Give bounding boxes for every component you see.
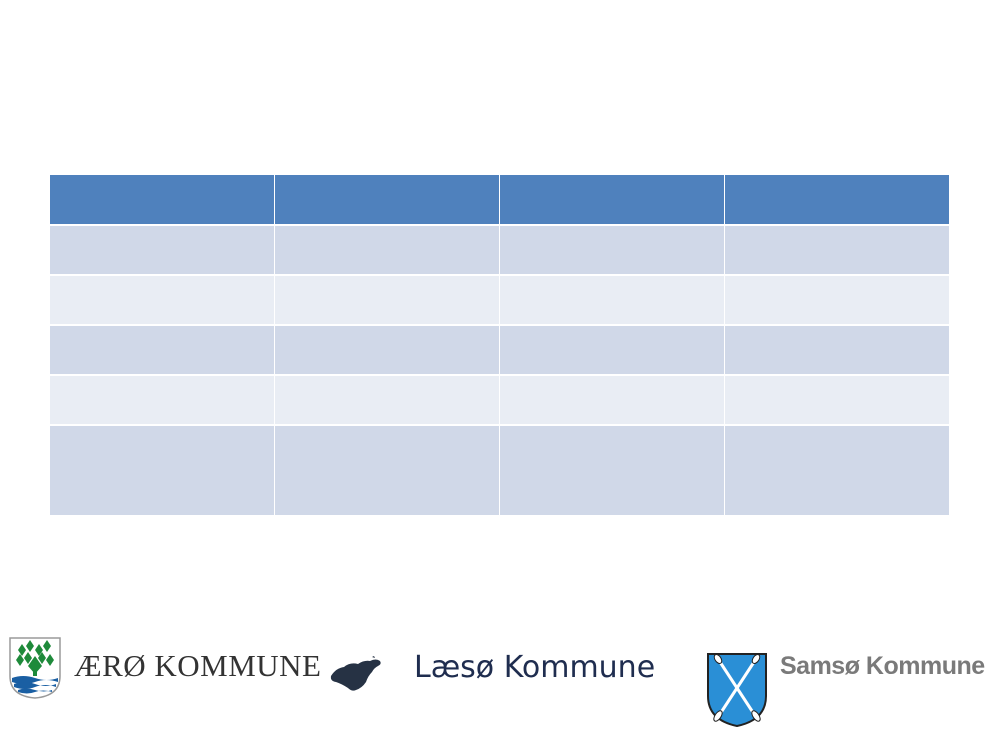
- samso-shield-icon: [706, 652, 768, 728]
- table-cell: [500, 426, 724, 515]
- table-header-cell: [50, 175, 274, 224]
- laeso-island-icon: [328, 654, 384, 694]
- table-cell: [275, 426, 499, 515]
- table-cell: [275, 276, 499, 324]
- table-header-cell: [725, 175, 949, 224]
- table-cell: [275, 326, 499, 374]
- table-cell: [500, 376, 724, 424]
- table-header-cell: [275, 175, 499, 224]
- table-cell: [500, 326, 724, 374]
- table-cell: [275, 226, 499, 274]
- table-cell: [725, 376, 949, 424]
- table-cell: [725, 226, 949, 274]
- samso-logo-text: Samsø Kommune: [780, 652, 985, 680]
- table-cell: [50, 376, 274, 424]
- table-cell: [500, 276, 724, 324]
- table-cell: [50, 326, 274, 374]
- table-cell: [275, 376, 499, 424]
- laeso-logo-text: Læsø Kommune: [414, 650, 656, 685]
- table-cell: [50, 226, 274, 274]
- table-cell: [725, 326, 949, 374]
- table-cell: [50, 426, 274, 515]
- table-cell: [725, 276, 949, 324]
- table-cell: [500, 226, 724, 274]
- data-table: [50, 175, 949, 515]
- table-cell: [725, 426, 949, 515]
- table-cell: [50, 276, 274, 324]
- aero-crest-icon: [8, 636, 62, 700]
- table-header-cell: [500, 175, 724, 224]
- aero-logo-text: ÆRØ KOMMUNE: [74, 648, 322, 683]
